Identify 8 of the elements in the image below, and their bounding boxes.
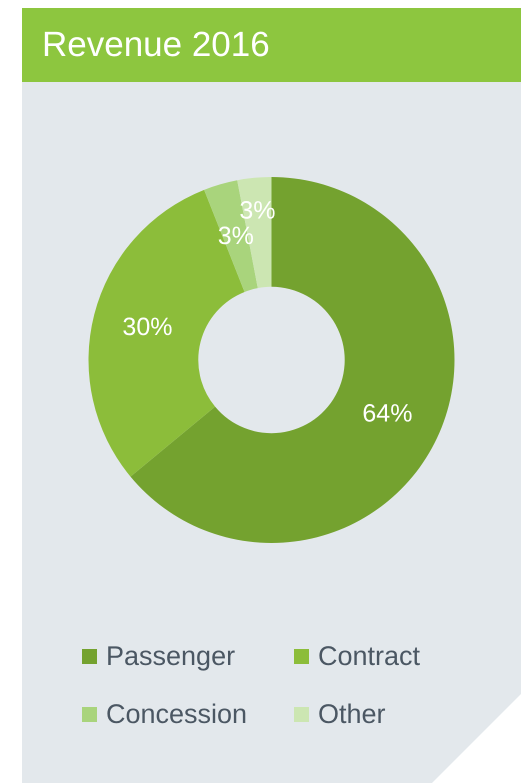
data-label: 30% — [122, 313, 172, 342]
data-label: 3% — [218, 222, 254, 250]
chart-title: Revenue 2016 — [22, 8, 521, 82]
legend-label: Contract — [318, 640, 420, 672]
legend-label: Concession — [106, 698, 248, 730]
data-label: 64% — [362, 399, 412, 428]
legend-label: Other — [318, 698, 386, 730]
legend-label: Passenger — [106, 640, 236, 672]
